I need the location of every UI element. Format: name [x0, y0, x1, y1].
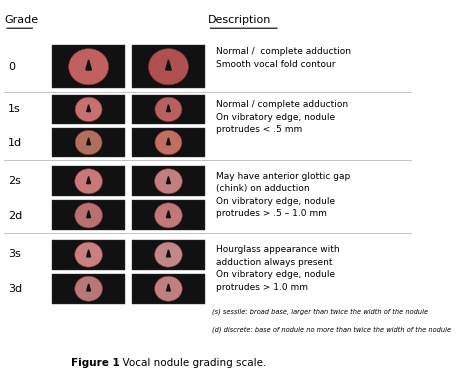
Circle shape — [75, 130, 102, 155]
Circle shape — [75, 276, 102, 301]
Text: Figure 1: Figure 1 — [71, 358, 119, 368]
Text: Vocal nodule grading scale.: Vocal nodule grading scale. — [116, 358, 266, 368]
Circle shape — [75, 203, 102, 228]
FancyBboxPatch shape — [52, 166, 126, 196]
Polygon shape — [165, 60, 171, 70]
Text: Normal /  complete adduction
Smooth vocal fold contour: Normal / complete adduction Smooth vocal… — [216, 47, 351, 69]
Polygon shape — [87, 176, 91, 183]
Circle shape — [155, 276, 182, 301]
Circle shape — [69, 49, 109, 85]
Text: Hourglass appearance with
adduction always present
On vibratory edge, nodule
pro: Hourglass appearance with adduction alwa… — [216, 245, 339, 292]
Polygon shape — [87, 211, 91, 218]
Polygon shape — [166, 138, 170, 145]
FancyBboxPatch shape — [132, 45, 205, 88]
Polygon shape — [166, 105, 170, 112]
Text: 1d: 1d — [9, 138, 22, 148]
Polygon shape — [87, 105, 91, 112]
Circle shape — [155, 97, 182, 121]
FancyBboxPatch shape — [52, 274, 126, 304]
Polygon shape — [166, 176, 170, 183]
FancyBboxPatch shape — [52, 128, 126, 157]
FancyBboxPatch shape — [132, 240, 205, 270]
Text: Description: Description — [208, 15, 271, 25]
Text: 0: 0 — [9, 62, 15, 72]
Circle shape — [75, 97, 102, 121]
Text: May have anterior glottic gap
(chink) on adduction
On vibratory edge, nodule
pro: May have anterior glottic gap (chink) on… — [216, 172, 350, 218]
Polygon shape — [87, 250, 91, 257]
Circle shape — [148, 49, 189, 85]
FancyBboxPatch shape — [52, 240, 126, 270]
Polygon shape — [166, 284, 170, 291]
Text: 1s: 1s — [9, 104, 21, 114]
Circle shape — [75, 169, 102, 194]
Polygon shape — [166, 250, 170, 257]
FancyBboxPatch shape — [132, 274, 205, 304]
Text: Grade: Grade — [4, 15, 38, 25]
FancyBboxPatch shape — [52, 200, 126, 230]
FancyBboxPatch shape — [52, 95, 126, 124]
Text: (s) sessile: broad base, larger than twice the width of the nodule: (s) sessile: broad base, larger than twi… — [211, 308, 428, 315]
Circle shape — [155, 242, 182, 267]
FancyBboxPatch shape — [132, 200, 205, 230]
Circle shape — [75, 242, 102, 267]
FancyBboxPatch shape — [132, 166, 205, 196]
Text: Normal / complete adduction
On vibratory edge, nodule
protrudes < .5 mm: Normal / complete adduction On vibratory… — [216, 100, 348, 134]
Text: 2d: 2d — [9, 211, 23, 221]
FancyBboxPatch shape — [132, 95, 205, 124]
Circle shape — [155, 130, 182, 155]
Text: 2s: 2s — [9, 176, 21, 186]
Polygon shape — [86, 60, 91, 70]
Text: (d) discrete: base of nodule no more than twice the width of the nodule: (d) discrete: base of nodule no more tha… — [211, 326, 451, 333]
FancyBboxPatch shape — [132, 128, 205, 157]
Polygon shape — [87, 138, 91, 145]
Text: 3s: 3s — [9, 249, 21, 259]
Circle shape — [155, 169, 182, 194]
Circle shape — [155, 203, 182, 228]
Polygon shape — [87, 284, 91, 291]
FancyBboxPatch shape — [52, 45, 126, 88]
Polygon shape — [166, 211, 170, 218]
Text: 3d: 3d — [9, 284, 22, 294]
